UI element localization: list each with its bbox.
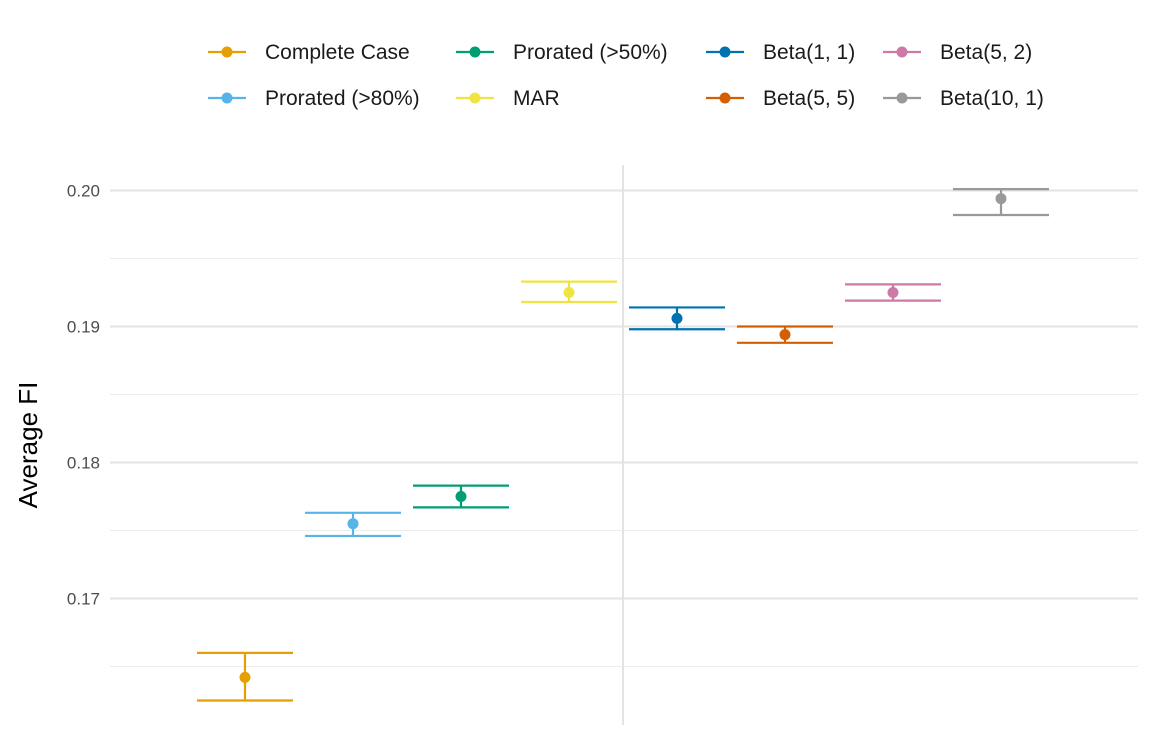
y-tick-label: 0.17 (67, 590, 100, 609)
legend-label: Prorated (>80%) (265, 87, 420, 110)
y-tick-label: 0.20 (67, 182, 100, 201)
data-point (887, 287, 899, 298)
plot-area (197, 188, 1049, 702)
series-errorbar (845, 283, 941, 302)
legend-label: Complete Case (265, 41, 410, 64)
legend-marker (719, 46, 731, 58)
data-point (239, 671, 251, 683)
legend-label: MAR (513, 87, 560, 110)
legend-marker (469, 92, 481, 104)
legend-marker (719, 92, 731, 104)
data-point (671, 312, 683, 324)
legend-label: Prorated (>50%) (513, 41, 668, 64)
legend-label: Beta(5, 2) (940, 41, 1032, 64)
series-errorbar (629, 306, 725, 331)
data-point (563, 287, 575, 298)
legend-item: Complete Case (208, 41, 410, 64)
legend-marker (896, 46, 908, 58)
legend-label: Beta(1, 1) (763, 41, 855, 64)
legend-item: Beta(5, 5) (706, 87, 855, 110)
data-point (455, 491, 467, 502)
series-errorbar (413, 484, 509, 509)
legend-item: Prorated (>80%) (208, 87, 420, 110)
y-axis: 0.17 0.18 0.19 0.20 (67, 182, 100, 609)
data-point (347, 518, 359, 530)
legend-item: Beta(10, 1) (883, 87, 1044, 110)
legend-marker (221, 46, 233, 58)
series-errorbar (305, 511, 401, 538)
series-errorbar (197, 651, 293, 702)
legend-marker (896, 92, 908, 104)
y-tick-label: 0.19 (67, 318, 100, 337)
legend-item: Prorated (>50%) (456, 41, 668, 64)
legend-label: Beta(5, 5) (763, 87, 855, 110)
legend-label: Beta(10, 1) (940, 87, 1044, 110)
series-errorbar (521, 280, 617, 304)
legend-item: Beta(1, 1) (706, 41, 855, 64)
data-point (779, 329, 791, 341)
legend-marker (221, 92, 233, 104)
data-point (995, 193, 1007, 205)
series-errorbar (953, 188, 1049, 217)
series-errorbar (737, 325, 833, 344)
grid (110, 165, 1138, 725)
y-tick-label: 0.18 (67, 454, 100, 473)
legend-item: Beta(5, 2) (883, 41, 1032, 64)
legend-item: MAR (456, 87, 560, 110)
y-axis-title: Average FI (13, 382, 43, 509)
legend: Complete Case Prorated (>80%) Prorated (>5… (208, 41, 1044, 110)
legend-marker (469, 46, 481, 58)
